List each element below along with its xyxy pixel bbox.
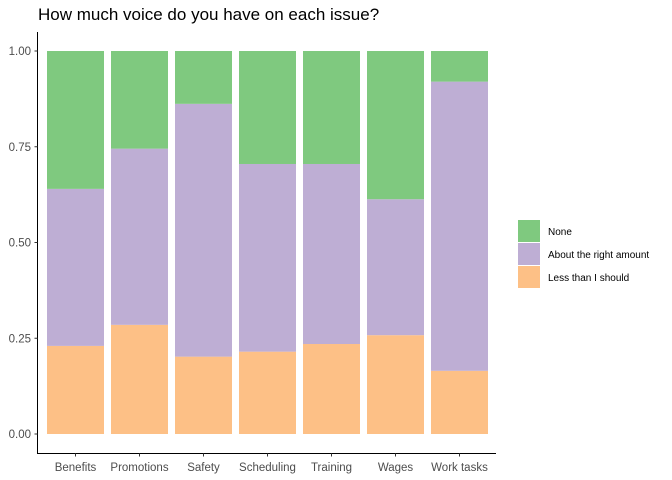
chart-title: How much voice do you have on each issue… [38,5,380,24]
legend-key-less-than-i-should [518,266,540,288]
bar-scheduling-less-than-i-should [239,351,296,434]
y-tick-label: 0.25 [9,333,31,345]
legend-label: None [548,227,572,238]
x-tick-label: Wages [378,462,414,474]
legend-key-about-the-right-amount [518,243,540,265]
y-tick-label: 0.00 [9,429,31,441]
y-tick-label: 1.00 [9,46,31,58]
y-tick-label: 0.75 [9,142,31,154]
x-tick-label: Promotions [110,462,168,474]
bar-training-none [303,51,360,164]
bar-work-tasks-none [431,51,488,82]
bar-safety-about-the-right-amount [175,103,232,357]
x-tick-label: Training [311,462,352,474]
x-tick-label: Benefits [55,462,97,474]
bar-benefits-less-than-i-should [47,345,104,434]
bar-wages-less-than-i-should [367,335,424,434]
bar-work-tasks-less-than-i-should [431,370,488,434]
bar-benefits-none [47,51,104,189]
bar-safety-less-than-i-should [175,356,232,434]
bar-wages-none [367,51,424,200]
bar-work-tasks-about-the-right-amount [431,81,488,371]
bar-training-less-than-i-should [303,343,360,434]
bar-safety-none [175,51,232,104]
x-ticks: Benefits Promotions Safety Scheduling Traini… [55,453,488,474]
x-tick-label: Safety [187,462,220,474]
x-tick-label: Work tasks [431,462,488,474]
legend-label: Less than I should [548,273,629,284]
legend-label: About the right amount [548,250,649,261]
bar-wages-about-the-right-amount [367,199,424,336]
bar-promotions-about-the-right-amount [111,148,168,325]
bar-benefits-about-the-right-amount [47,188,104,346]
bar-promotions-less-than-i-should [111,324,168,434]
bar-promotions-none [111,51,168,149]
bars-layer [47,51,488,434]
bar-scheduling-none [239,51,296,164]
legend: None About the right amount Less than I sh… [518,220,649,288]
bar-training-about-the-right-amount [303,163,360,344]
x-tick-label: Scheduling [239,462,296,474]
y-tick-label: 0.50 [9,238,31,250]
legend-key-none [518,220,540,242]
y-ticks: 0.00 0.25 0.50 0.75 1.00 [9,46,38,441]
bar-scheduling-about-the-right-amount [239,163,296,352]
